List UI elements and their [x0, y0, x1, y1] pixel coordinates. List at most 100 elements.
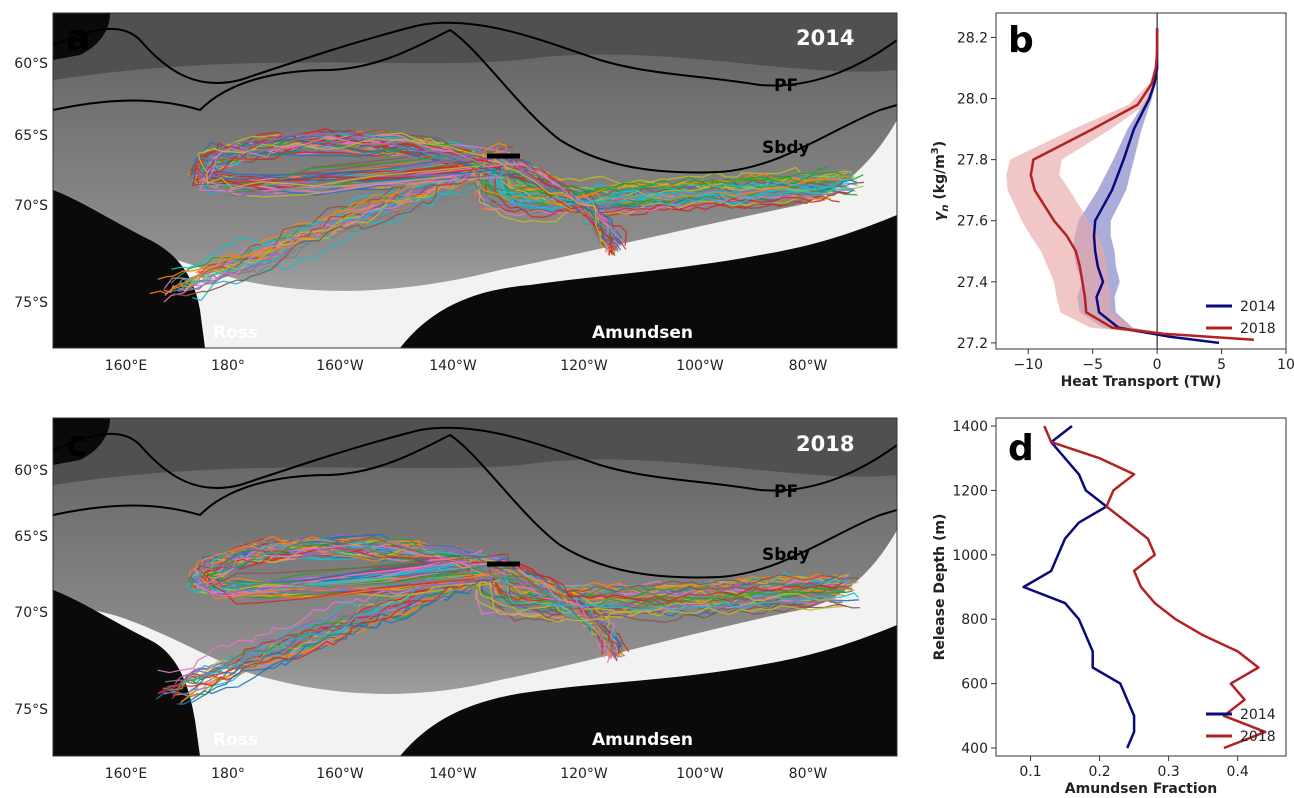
float-trajectory [500, 154, 853, 198]
float-trajectory [199, 547, 620, 655]
float-trajectory [195, 544, 617, 660]
uncertainty-band-2014 [1073, 28, 1219, 343]
plot-frame [995, 12, 1287, 350]
x-tick-label: 10 [1277, 357, 1294, 373]
pf-front-line [53, 21, 897, 87]
float-trajectories [149, 127, 865, 303]
deep-basin [53, 13, 897, 80]
x-tick-label: 0.3 [1157, 764, 1179, 780]
map-panel-c: c 2018 PF Sbdy Ross Amundsen 60°S 65°S 7… [14, 417, 898, 782]
float-trajectory [181, 563, 493, 687]
lat-tick-label: 70°S [14, 198, 48, 214]
legend-label-2018: 2018 [1240, 321, 1276, 337]
float-trajectory [176, 578, 494, 705]
amundsen-label: Amundsen [592, 323, 693, 343]
y-tick-label: 1400 [952, 419, 988, 435]
land-amundsen [400, 625, 897, 756]
float-trajectory [196, 138, 609, 247]
series-line-2018 [1043, 425, 1267, 750]
pf-label: PF [774, 482, 798, 502]
x-tick-label: 0.2 [1088, 764, 1110, 780]
lon-ticks: 160°E 180° 160°W 140°W 120°W 100°W 80°W [105, 358, 828, 374]
y-tick-label: 27.4 [957, 275, 988, 291]
float-trajectory [504, 574, 859, 612]
y-tick-label: 1000 [952, 548, 988, 564]
sbdy-label: Sbdy [762, 545, 810, 565]
float-trajectory [500, 162, 864, 206]
legend-label-2014: 2014 [1240, 707, 1276, 723]
lon-tick-label: 100°W [676, 766, 724, 782]
float-trajectory [492, 572, 853, 617]
panel-letter-b: b [1008, 20, 1034, 61]
float-trajectories [155, 533, 860, 705]
float-trajectory [489, 165, 848, 211]
y-tick-label: 800 [961, 612, 988, 628]
lon-tick-label: 140°W [429, 766, 477, 782]
legend-label-2014: 2014 [1240, 299, 1276, 315]
float-trajectory [198, 134, 617, 247]
float-trajectory [493, 175, 849, 218]
float-trajectory [187, 169, 508, 290]
lon-ticks: 160°E 180° 160°W 140°W 120°W 100°W 80°W [105, 766, 828, 782]
lat-tick-label: 65°S [14, 529, 48, 545]
float-trajectory [172, 170, 490, 297]
panel-letter-a: a [66, 18, 90, 59]
plot-frame [995, 417, 1287, 757]
sbdy-front-line [53, 28, 897, 174]
float-trajectory [202, 138, 627, 246]
float-trajectory [171, 575, 486, 700]
float-trajectory [500, 160, 854, 203]
pf-label: PF [774, 76, 798, 96]
x-tick-label: 5 [1217, 357, 1226, 373]
lat-ticks: 60°S 65°S 70°S 75°S [14, 56, 48, 311]
float-trajectory [478, 575, 836, 615]
panel-letter-d: d [1008, 428, 1034, 469]
chart-panel-d: 0.1 0.2 0.3 0.4 400 600 800 1000 1200 1400 Amundse… [932, 417, 1287, 797]
float-trajectory [198, 541, 611, 651]
lon-tick-label: 160°E [105, 766, 148, 782]
x-tick-label: −10 [1013, 357, 1043, 373]
series-line-2018 [1029, 28, 1254, 342]
lon-tick-label: 180° [211, 358, 245, 374]
y-axis-label: Release Depth (m) [932, 514, 948, 661]
float-trajectory [201, 136, 624, 243]
float-trajectory [488, 561, 843, 602]
x-tick-label: 0.1 [1019, 764, 1041, 780]
land-top [53, 418, 110, 465]
float-trajectory [488, 580, 844, 623]
map-panel-a: a 2014 PF Sbdy Ross Amundsen 60°S 65°S 7… [14, 12, 898, 374]
deep-basin [53, 418, 897, 485]
lat-tick-label: 75°S [14, 295, 48, 311]
land-ross [53, 590, 200, 756]
float-trajectory [179, 578, 495, 704]
land-amundsen [400, 215, 897, 348]
y-tick-label: 600 [961, 677, 988, 693]
lat-ticks: 60°S 65°S 70°S 75°S [14, 463, 48, 718]
float-trajectory [473, 560, 825, 600]
float-trajectory [505, 563, 853, 600]
lat-tick-label: 65°S [14, 128, 48, 144]
float-trajectory [473, 152, 829, 193]
panel-letter-c: c [66, 424, 87, 465]
lon-tick-label: 160°W [316, 358, 364, 374]
ross-label: Ross [213, 323, 258, 343]
series-line-2014 [1092, 28, 1220, 345]
float-trajectory [196, 133, 611, 249]
lon-tick-label: 80°W [789, 358, 828, 374]
x-axis-label: Heat Transport (TW) [1061, 374, 1222, 390]
lon-tick-label: 160°E [105, 358, 148, 374]
lon-tick-label: 80°W [789, 766, 828, 782]
ross-label: Ross [213, 730, 258, 750]
y-axis-label: γn (kg/m3) [930, 141, 951, 221]
float-trajectory [494, 169, 855, 210]
lat-tick-label: 70°S [14, 605, 48, 621]
legend-label-2018: 2018 [1240, 729, 1276, 745]
lon-tick-label: 180° [211, 766, 245, 782]
float-trajectory [489, 575, 841, 612]
lon-tick-label: 100°W [676, 358, 724, 374]
x-tick-label: 0 [1153, 357, 1162, 373]
x-axis-label: Amundsen Fraction [1065, 781, 1217, 797]
y-tick-label: 27.6 [957, 214, 988, 230]
y-tick-label: 27.2 [957, 336, 988, 352]
